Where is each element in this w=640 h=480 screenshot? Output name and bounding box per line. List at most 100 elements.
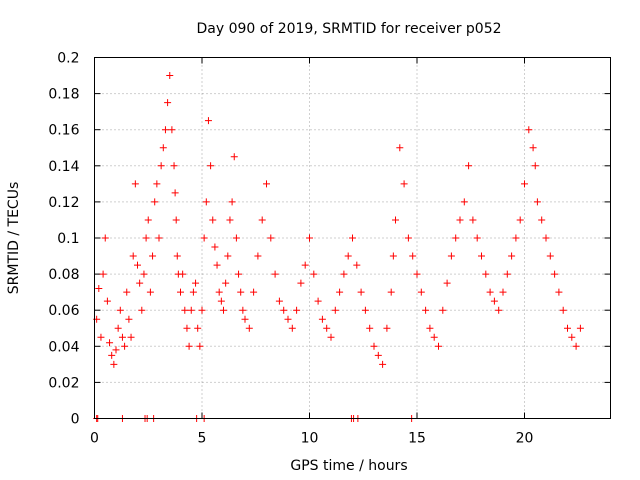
- data-point: [542, 234, 550, 242]
- x-tick-label: 5: [198, 431, 207, 447]
- y-tick-label: 0.16: [48, 123, 79, 139]
- data-point: [217, 297, 225, 305]
- data-point: [97, 333, 105, 341]
- data-point: [226, 216, 234, 224]
- data-point: [387, 288, 395, 296]
- data-point: [314, 297, 322, 305]
- data-point: [211, 243, 219, 251]
- plot-frame: [94, 57, 611, 419]
- data-point: [187, 306, 195, 314]
- data-point: [202, 198, 210, 206]
- data-point: [576, 324, 584, 332]
- data-point: [151, 198, 159, 206]
- data-point: [99, 270, 107, 278]
- data-point: [555, 288, 563, 296]
- data-point: [207, 162, 215, 170]
- data-point: [499, 288, 507, 296]
- data-point: [344, 252, 352, 260]
- data-point: [209, 216, 217, 224]
- data-point: [426, 324, 434, 332]
- y-tick-label: 0.1: [57, 231, 79, 247]
- data-point: [140, 270, 148, 278]
- data-point: [198, 306, 206, 314]
- y-tick-label: 0.08: [48, 267, 79, 283]
- data-point: [413, 270, 421, 278]
- data-points: [93, 72, 584, 422]
- data-point: [336, 288, 344, 296]
- data-point: [228, 198, 236, 206]
- data-point: [430, 333, 438, 341]
- data-point: [125, 315, 133, 323]
- data-point: [447, 252, 455, 260]
- data-point: [237, 288, 245, 296]
- data-point: [306, 234, 313, 242]
- data-point: [439, 306, 447, 314]
- data-point: [134, 261, 141, 269]
- data-point: [331, 306, 339, 314]
- data-point: [110, 360, 118, 368]
- data-point: [153, 180, 161, 188]
- data-point: [166, 72, 174, 80]
- data-point: [230, 153, 238, 161]
- data-point: [170, 162, 178, 170]
- data-point: [490, 297, 498, 305]
- data-point: [495, 306, 503, 314]
- data-point: [409, 252, 417, 260]
- data-point: [486, 288, 494, 296]
- data-point: [215, 288, 223, 296]
- data-point: [183, 324, 191, 332]
- data-point: [241, 315, 249, 323]
- data-point: [118, 333, 126, 341]
- x-axis-label: GPS time / hours: [290, 458, 407, 474]
- data-point: [349, 234, 356, 242]
- data-point: [521, 180, 528, 188]
- data-point: [192, 279, 200, 287]
- data-point: [531, 162, 539, 170]
- data-point: [512, 234, 520, 242]
- data-point: [271, 270, 279, 278]
- data-point: [435, 342, 442, 350]
- data-point: [149, 252, 157, 260]
- data-point: [114, 324, 122, 332]
- data-point: [101, 234, 109, 242]
- data-point: [366, 324, 374, 332]
- data-point: [200, 234, 208, 242]
- data-point: [123, 288, 131, 296]
- data-point: [559, 306, 567, 314]
- x-tick-label: 15: [408, 431, 426, 447]
- data-point: [155, 234, 163, 242]
- data-point: [131, 180, 139, 188]
- data-point: [564, 324, 571, 332]
- data-point: [370, 342, 378, 350]
- data-point: [383, 324, 391, 332]
- data-point: [568, 333, 576, 341]
- data-point: [196, 342, 204, 350]
- data-point: [456, 216, 464, 224]
- data-point: [224, 252, 232, 260]
- data-point: [284, 315, 292, 323]
- data-point: [478, 252, 485, 260]
- data-point: [181, 306, 189, 314]
- data-point: [340, 270, 348, 278]
- data-point: [173, 252, 181, 260]
- data-point: [516, 216, 524, 224]
- data-point: [146, 288, 154, 296]
- y-axis-label: SRMTID / TECUs: [6, 182, 22, 295]
- data-point: [353, 261, 361, 269]
- data-point: [301, 261, 309, 269]
- data-point: [254, 252, 262, 260]
- data-point: [258, 216, 266, 224]
- data-point: [538, 216, 546, 224]
- data-point: [482, 270, 490, 278]
- data-point: [297, 279, 305, 287]
- data-point: [460, 198, 468, 206]
- data-point: [529, 144, 537, 152]
- data-point: [310, 270, 318, 278]
- data-point: [204, 117, 212, 125]
- x-tick-label: 20: [516, 431, 534, 447]
- data-point: [185, 342, 193, 350]
- data-point: [222, 279, 230, 287]
- data-point: [245, 324, 253, 332]
- data-point: [112, 346, 120, 354]
